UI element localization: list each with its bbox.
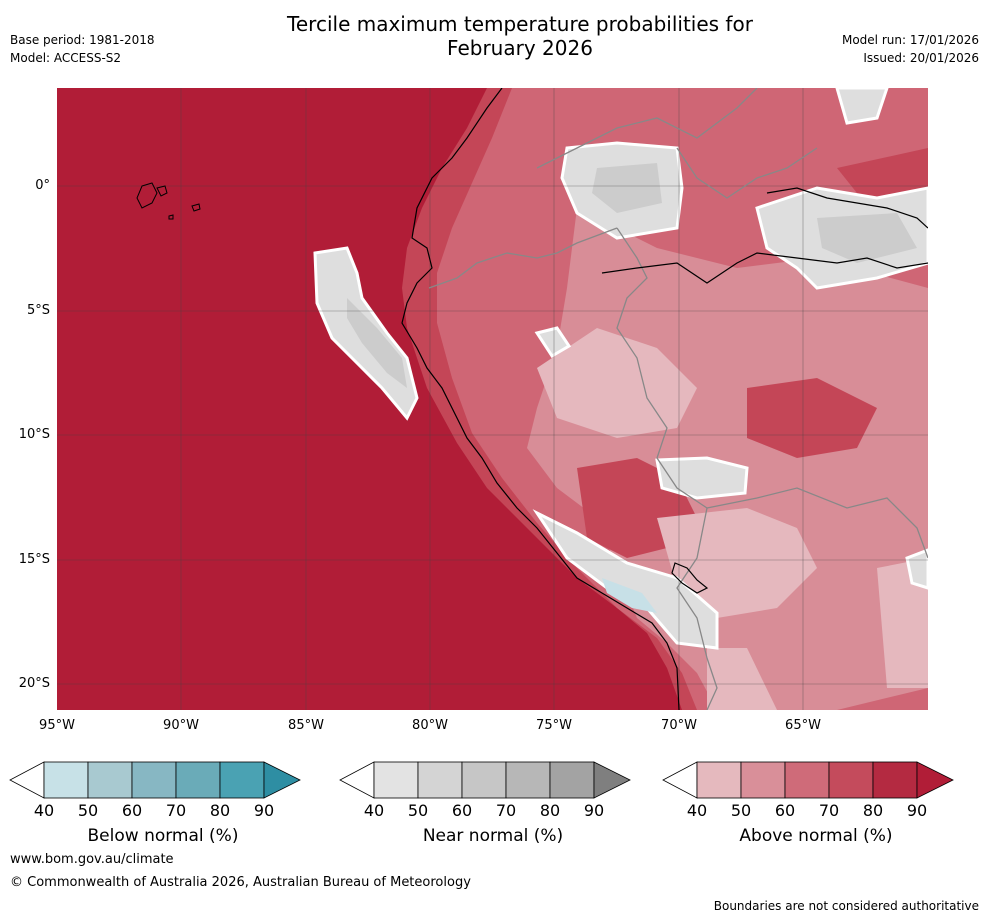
border-colombia — [536, 88, 758, 169]
lon-tick-95w: 95°W — [39, 718, 75, 733]
lon-tick-75w: 75°W — [536, 718, 572, 733]
coastlines — [401, 88, 928, 710]
above-tick-80: 80 — [862, 801, 884, 820]
patch-above-50-a — [537, 328, 697, 438]
below-segment-60 — [131, 761, 177, 799]
near-arrow-low — [339, 761, 375, 799]
near-segment-80 — [549, 761, 595, 799]
below-tick-80: 80 — [209, 801, 231, 820]
meta-left: Base period: 1981-2018 Model: ACCESS-S2 — [10, 31, 155, 67]
above-tick-90: 90 — [906, 801, 928, 820]
above-arrow-low — [662, 761, 698, 799]
near-normal-north-inner — [592, 163, 662, 213]
colorbar-above-label: Above normal (%) — [739, 826, 893, 846]
above-segment-60 — [784, 761, 830, 799]
meta-right: Model run: 17/01/2026 Issued: 20/01/2026 — [842, 31, 979, 67]
lat-tick-15s: 15°S — [18, 552, 50, 567]
above-arrow-high — [916, 761, 954, 799]
near-arrow-high — [593, 761, 631, 799]
lake-titicaca — [671, 562, 709, 594]
country-borders — [428, 88, 928, 710]
near-tick-80: 80 — [539, 801, 561, 820]
lat-tick-0: 0° — [35, 178, 50, 193]
below-normal-patch — [602, 578, 657, 613]
near-tick-40: 40 — [363, 801, 385, 820]
galapagos-islands — [136, 182, 201, 220]
above-segment-40 — [696, 761, 742, 799]
colorbar-below-label: Below normal (%) — [87, 826, 239, 846]
below-arrow-high — [263, 761, 301, 799]
below-segment-80 — [219, 761, 265, 799]
near-segment-40 — [373, 761, 419, 799]
near-tick-70: 70 — [495, 801, 517, 820]
footer-url[interactable]: www.bom.gov.au/climate — [10, 852, 174, 867]
near-segment-60 — [461, 761, 507, 799]
below-tick-40: 40 — [33, 801, 55, 820]
patch-above-50-b — [657, 508, 817, 618]
border-peru-brazil — [616, 227, 668, 459]
near-normal-right-edge — [905, 548, 928, 590]
above-segment-80 — [872, 761, 918, 799]
above-segment-70 — [828, 761, 874, 799]
coastline-west — [401, 88, 680, 710]
near-normal-top-right — [835, 88, 889, 125]
lon-tick-70w: 70°W — [661, 718, 697, 733]
patch-above-50-c — [877, 558, 928, 688]
near-tick-90: 90 — [583, 801, 605, 820]
lon-tick-90w: 90°W — [163, 718, 199, 733]
below-tick-90: 90 — [253, 801, 275, 820]
model-run: Model run: 17/01/2026 — [841, 33, 979, 47]
near-tick-60: 60 — [451, 801, 473, 820]
below-segment-50 — [87, 761, 133, 799]
colorbar-below-normal — [9, 761, 301, 799]
colorbar-above-normal — [662, 761, 954, 799]
near-normal-peru-coast-inner — [347, 298, 407, 388]
lon-tick-80w: 80°W — [412, 718, 448, 733]
amazon-river — [601, 252, 928, 284]
title-line-2: February 2026 — [447, 36, 593, 60]
below-segment-70 — [175, 761, 221, 799]
near-tick-50: 50 — [407, 801, 429, 820]
below-tick-70: 70 — [165, 801, 187, 820]
border-ecuador-peru — [428, 227, 618, 289]
patch-above-80-b — [747, 378, 877, 458]
near-normal-northeast-inner — [817, 213, 917, 263]
border-bolivia-north — [706, 487, 928, 559]
border-bolivia-west — [656, 457, 708, 659]
below-arrow-low — [9, 761, 45, 799]
near-normal-small — [534, 326, 572, 359]
boundary-disclaimer: Boundaries are not considered authoritat… — [713, 899, 979, 913]
lon-tick-65w: 65°W — [785, 718, 821, 733]
above-segment-50 — [740, 761, 786, 799]
lon-tick-85w: 85°W — [288, 718, 324, 733]
gridlines — [57, 88, 928, 710]
title-line-1: Tercile maximum temperature probabilitie… — [287, 12, 753, 36]
issued-date: Issued: 20/01/2026 — [863, 51, 979, 65]
near-segment-70 — [505, 761, 551, 799]
below-tick-50: 50 — [77, 801, 99, 820]
below-segment-40 — [43, 761, 89, 799]
below-tick-60: 60 — [121, 801, 143, 820]
lat-tick-20s: 20°S — [18, 676, 50, 691]
base-period: Base period: 1981-2018 — [10, 33, 155, 47]
lat-tick-10s: 10°S — [18, 427, 50, 442]
model-name: Model: ACCESS-S2 — [10, 51, 122, 65]
above-tick-50: 50 — [730, 801, 752, 820]
probability-map — [57, 88, 928, 710]
colorbar-near-normal — [339, 761, 631, 799]
colorbar-near-label: Near normal (%) — [422, 826, 564, 846]
above-tick-40: 40 — [686, 801, 708, 820]
patch-above-50-d — [707, 648, 777, 710]
lat-tick-5s: 5°S — [26, 303, 50, 318]
near-normal-south-coast — [532, 509, 719, 650]
footer-copyright: © Commonwealth of Australia 2026, Austra… — [10, 875, 471, 890]
above-tick-70: 70 — [818, 801, 840, 820]
amazon-north-branch — [766, 187, 928, 229]
border-brazil-venezuela — [676, 147, 818, 199]
near-segment-50 — [417, 761, 463, 799]
near-normal-center — [655, 456, 749, 500]
above-tick-60: 60 — [774, 801, 796, 820]
border-chile-argentina — [706, 657, 718, 710]
map-title: Tercile maximum temperature probabilitie… — [0, 12, 988, 60]
